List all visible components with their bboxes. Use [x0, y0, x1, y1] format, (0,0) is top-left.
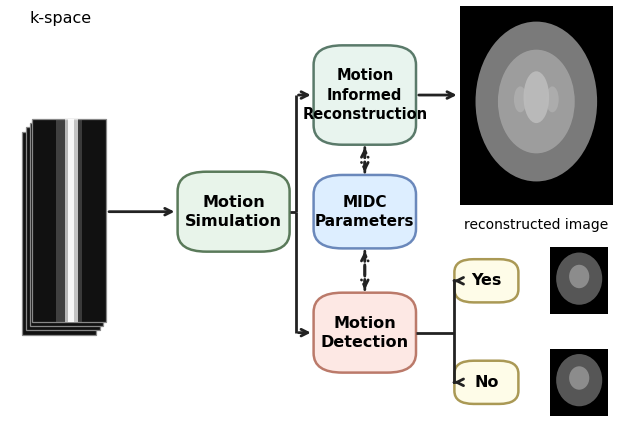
Text: No: No — [474, 375, 499, 390]
FancyBboxPatch shape — [314, 293, 416, 372]
Text: Motion
Detection: Motion Detection — [321, 315, 409, 350]
Ellipse shape — [476, 22, 597, 181]
Ellipse shape — [546, 86, 559, 112]
Ellipse shape — [524, 71, 549, 123]
Bar — [32, 119, 106, 322]
Bar — [68, 119, 74, 322]
Bar — [550, 247, 608, 314]
FancyBboxPatch shape — [454, 259, 518, 302]
Text: MIDC
Parameters: MIDC Parameters — [315, 194, 415, 229]
Bar — [65, 119, 78, 322]
Bar — [74, 119, 82, 322]
FancyBboxPatch shape — [314, 175, 416, 248]
Ellipse shape — [556, 253, 602, 305]
Bar — [56, 119, 65, 322]
Ellipse shape — [556, 354, 602, 406]
Bar — [460, 6, 613, 205]
Text: Motion
Simulation: Motion Simulation — [185, 194, 282, 229]
Bar — [29, 123, 104, 326]
Bar — [22, 132, 96, 335]
Text: Motion
Informed
Reconstruction: Motion Informed Reconstruction — [302, 68, 428, 122]
Bar — [550, 349, 608, 416]
Text: k-space: k-space — [29, 11, 92, 26]
Bar — [26, 127, 100, 330]
Ellipse shape — [514, 86, 527, 112]
Ellipse shape — [569, 366, 589, 390]
Ellipse shape — [569, 265, 589, 288]
FancyBboxPatch shape — [454, 361, 518, 404]
Text: reconstructed image: reconstructed image — [464, 218, 609, 232]
Ellipse shape — [498, 50, 575, 153]
FancyBboxPatch shape — [177, 172, 289, 251]
Text: Yes: Yes — [471, 273, 502, 288]
FancyBboxPatch shape — [314, 45, 416, 145]
